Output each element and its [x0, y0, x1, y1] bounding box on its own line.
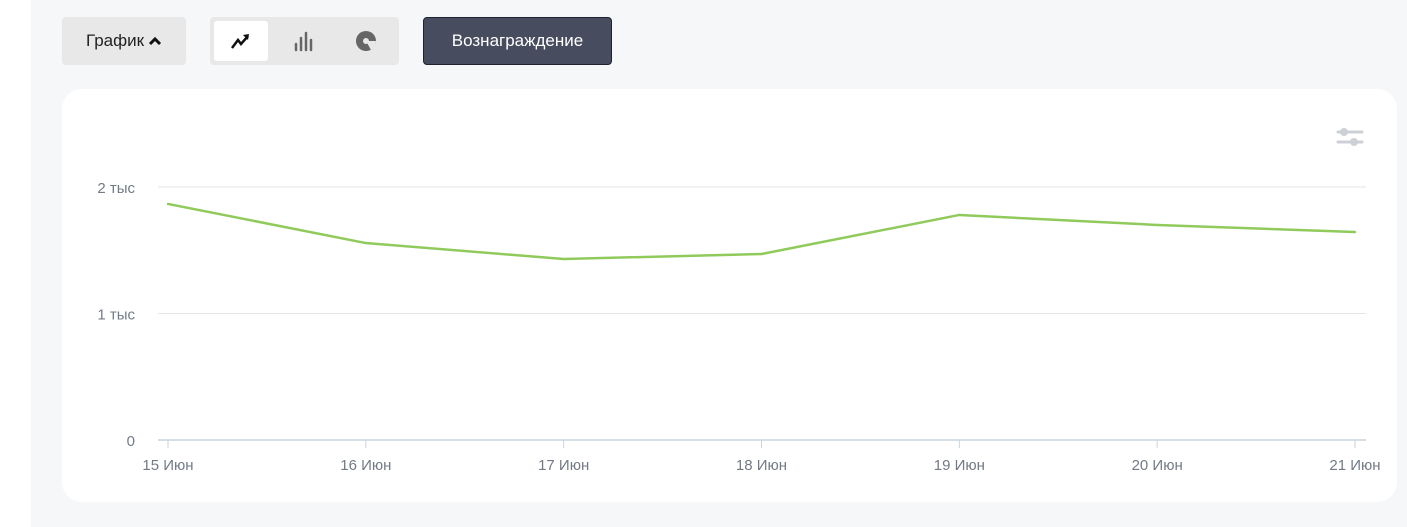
- data-point: [364, 241, 368, 245]
- x-tick-label: 15 Июн: [142, 457, 193, 474]
- pie-view-button[interactable]: [339, 21, 393, 61]
- line-view-button[interactable]: [214, 21, 268, 61]
- chevron-up-icon: [148, 36, 162, 46]
- x-tick-label: 17 Июн: [538, 457, 589, 474]
- y-tick-label: 0: [127, 433, 135, 450]
- y-tick-label: 2 тыс: [97, 180, 135, 197]
- y-tick-label: 1 тыс: [97, 307, 135, 324]
- x-tick-label: 16 Июн: [340, 457, 391, 474]
- bar-chart-icon: [294, 31, 313, 52]
- x-tick-label: 18 Июн: [736, 457, 787, 474]
- data-point: [1155, 223, 1159, 227]
- metric-reward-button[interactable]: Вознаграждение: [423, 17, 612, 65]
- metric-reward-label: Вознаграждение: [451, 31, 584, 50]
- data-point: [166, 202, 170, 206]
- chart-type-label: График: [85, 31, 145, 50]
- view-switcher: [210, 17, 399, 65]
- x-tick-label: 20 Июн: [1132, 457, 1183, 474]
- data-point: [1353, 230, 1357, 234]
- chart-type-dropdown[interactable]: График: [62, 17, 186, 65]
- chart-settings-icon[interactable]: [1334, 125, 1364, 149]
- pie-chart-icon: [356, 31, 377, 51]
- chart-card: [62, 89, 1397, 502]
- data-point: [760, 252, 763, 256]
- series-line: [167, 202, 1356, 261]
- left-panel-edge: [0, 0, 31, 527]
- line-chart-icon: [231, 34, 249, 49]
- x-tick-label: 19 Июн: [934, 457, 985, 474]
- bar-view-button[interactable]: [277, 21, 331, 61]
- data-point: [958, 213, 961, 217]
- x-tick-label: 21 Июн: [1329, 457, 1380, 474]
- data-point: [562, 257, 565, 261]
